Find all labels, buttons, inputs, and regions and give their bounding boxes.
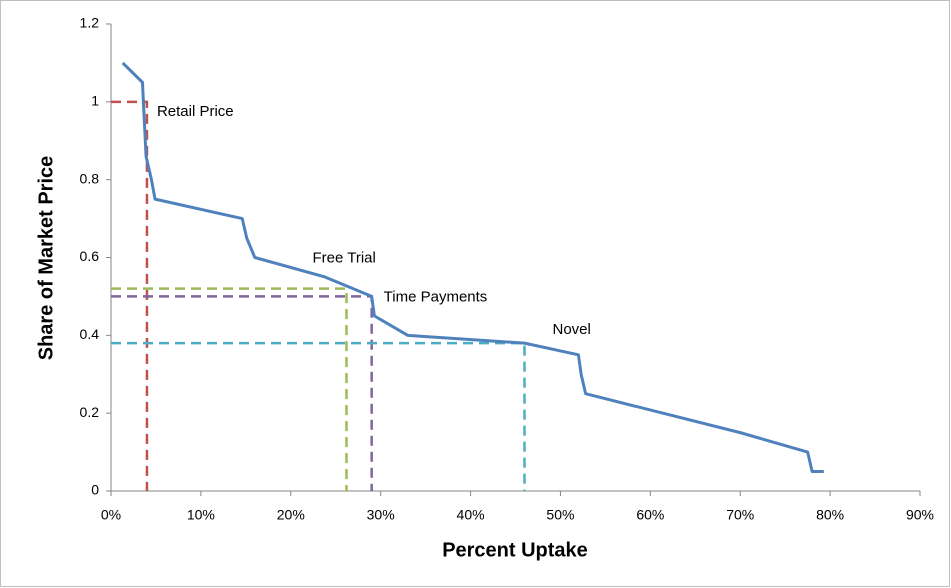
- y-tick-label: 0.6: [80, 248, 100, 264]
- y-tick-label: 0.8: [80, 170, 100, 186]
- reference-line: [111, 100, 149, 491]
- y-axis-title: Share of Market Price: [35, 156, 57, 361]
- x-tick-label: 30%: [367, 507, 395, 523]
- x-tick-label: 70%: [726, 507, 754, 523]
- x-tick-label: 50%: [546, 507, 574, 523]
- annotation-label: Novel: [552, 321, 590, 338]
- reference-line: [111, 287, 348, 491]
- x-tick-label: 0%: [101, 507, 121, 523]
- y-tick-label: 0.2: [80, 404, 100, 420]
- x-tick-label: 60%: [636, 507, 664, 523]
- y-tick-label: 1.2: [80, 15, 100, 31]
- annotation-label: Retail Price: [157, 103, 234, 120]
- x-tick-label: 90%: [906, 507, 934, 523]
- x-tick-label: 20%: [277, 507, 305, 523]
- y-tick-label: 0.4: [80, 326, 100, 342]
- x-tick-label: 80%: [816, 507, 844, 523]
- data-line: [121, 61, 824, 474]
- x-tick-label: 10%: [187, 507, 215, 523]
- y-tick-label: 0: [91, 482, 99, 498]
- annotation-label: Free Trial: [313, 250, 376, 267]
- x-axis-title: Percent Uptake: [442, 539, 588, 561]
- annotation-label: Time Payments: [384, 288, 488, 305]
- y-tick-label: 1: [91, 93, 99, 109]
- x-tick-label: 40%: [457, 507, 485, 523]
- reference-line: [111, 341, 526, 491]
